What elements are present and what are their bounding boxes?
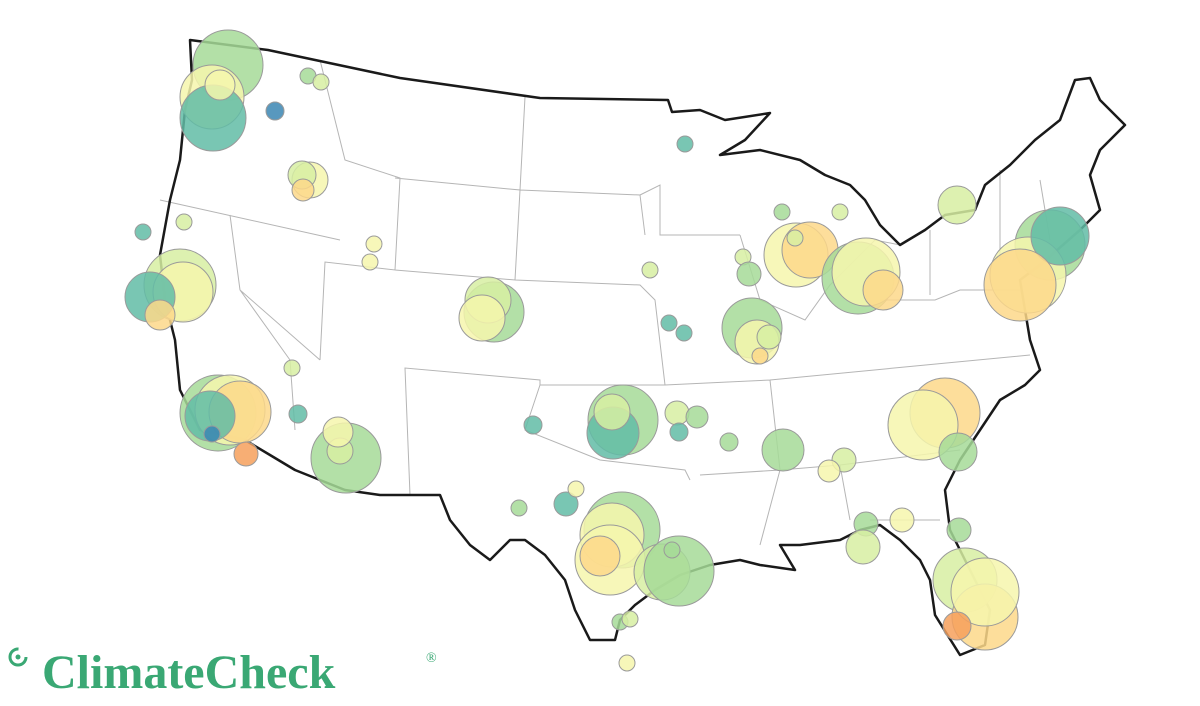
bubble (361, 253, 379, 271)
bubble (942, 611, 972, 641)
bubble (889, 507, 915, 533)
bubble (593, 393, 631, 431)
bubble (736, 261, 762, 287)
bubble (817, 459, 841, 483)
bubble (618, 654, 636, 672)
bubble (685, 405, 709, 429)
bubble (719, 432, 739, 452)
bubble (786, 229, 804, 247)
bubble (983, 248, 1057, 322)
bubble (204, 69, 236, 101)
bubble (144, 299, 176, 331)
bubble (523, 415, 543, 435)
bubble (831, 203, 849, 221)
bubble (950, 557, 1020, 627)
bubble (553, 491, 579, 517)
bubble (1030, 206, 1090, 266)
bubble (751, 347, 769, 365)
bubble (845, 529, 881, 565)
bubbles (124, 29, 1090, 672)
bubble (641, 261, 659, 279)
logo-registered: ® (426, 651, 437, 666)
bubble (663, 541, 681, 559)
bubble (887, 389, 959, 461)
state-border-lines (159, 59, 1051, 546)
bubble (862, 269, 904, 311)
bubble (937, 185, 977, 225)
bubble (660, 314, 678, 332)
bubble (579, 535, 621, 577)
bubble (291, 178, 315, 202)
bubble (458, 294, 506, 342)
bubble (322, 416, 354, 448)
bubble (203, 425, 221, 443)
bubble (675, 324, 693, 342)
logo-icon (8, 647, 28, 667)
bubble (567, 480, 585, 498)
bubble (510, 499, 528, 517)
bubble (134, 223, 152, 241)
bubble (669, 422, 689, 442)
bubble (175, 213, 193, 231)
logo-text: ClimateCheck (42, 646, 336, 699)
bubble (233, 441, 259, 467)
bubble (283, 359, 301, 377)
bubble (664, 400, 690, 426)
logo: ClimateCheck ® (8, 646, 437, 699)
bubble (773, 203, 791, 221)
bubble (676, 135, 694, 153)
bubble (938, 432, 978, 472)
state-borders (159, 59, 1051, 546)
bubble (761, 428, 805, 472)
bubble (265, 101, 285, 121)
bubble (288, 404, 308, 424)
bubble (643, 535, 715, 607)
bubble (312, 73, 330, 91)
bubble (365, 235, 383, 253)
logo-icon-dot (15, 654, 21, 660)
bubble (621, 610, 639, 628)
bubble (946, 517, 972, 543)
bubble (756, 324, 782, 350)
